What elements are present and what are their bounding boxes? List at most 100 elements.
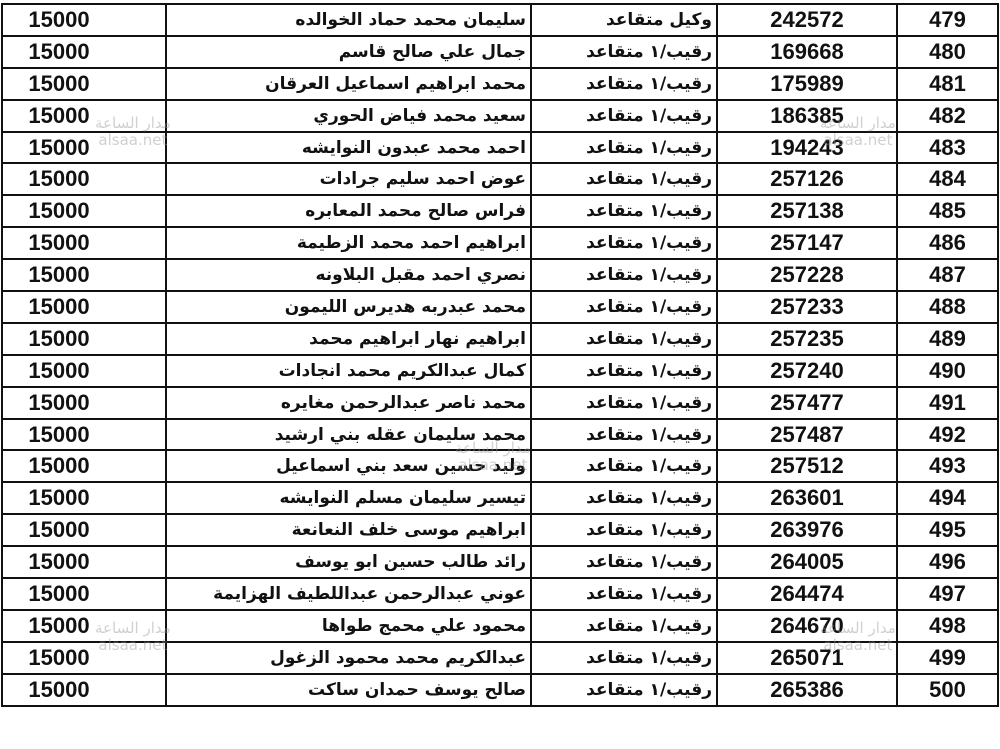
amount-cell: 15000 bbox=[1, 194, 167, 229]
rank-cell: رقيب/١ متقاعد bbox=[530, 513, 718, 548]
row-number-cell: 485 bbox=[896, 194, 999, 229]
row-number-cell: 483 bbox=[896, 130, 999, 165]
rank-cell: رقيب/١ متقاعد bbox=[530, 385, 718, 420]
full-name-cell: عوض احمد سليم جرادات bbox=[165, 162, 532, 197]
id-number-cell: 257147 bbox=[716, 226, 898, 261]
full-name-cell: تيسير سليمان مسلم النوايشه bbox=[165, 481, 532, 516]
amount-cell: 15000 bbox=[1, 449, 167, 484]
table-row: 496 264005 رقيب/١ متقاعد رائد طالب حسين ابو… bbox=[1, 545, 999, 580]
row-number-cell: 497 bbox=[896, 577, 999, 611]
full-name-cell: رائد طالب حسين ابو يوسف bbox=[165, 545, 532, 580]
full-name-cell: محمد ابراهيم اسماعيل العرقان bbox=[165, 66, 532, 101]
amount-cell: 15000 bbox=[1, 226, 167, 261]
id-number-cell: 257512 bbox=[716, 449, 898, 484]
id-number-cell: 257126 bbox=[716, 162, 898, 197]
amount-cell: 15000 bbox=[1, 258, 167, 293]
amount-cell: 15000 bbox=[1, 130, 167, 165]
id-number-cell: 257235 bbox=[716, 321, 898, 356]
rank-cell: رقيب/١ متقاعد bbox=[530, 577, 718, 611]
table-row: 480 169668 رقيب/١ متقاعد جمال علي صالح قاسم… bbox=[1, 34, 999, 69]
rank-cell: رقيب/١ متقاعد bbox=[530, 481, 718, 516]
id-number-cell: 257228 bbox=[716, 258, 898, 293]
amount-cell: 15000 bbox=[1, 481, 167, 516]
row-number-cell: 482 bbox=[896, 98, 999, 133]
table-row: 492 257487 رقيب/١ متقاعد محمد سليمان عقله ب… bbox=[1, 417, 999, 452]
row-number-cell: 496 bbox=[896, 545, 999, 580]
table-row: 489 257235 رقيب/١ متقاعد ابراهيم نهار ابراه… bbox=[1, 321, 999, 356]
table-row: 490 257240 رقيب/١ متقاعد كمال عبدالكريم محم… bbox=[1, 353, 999, 388]
rank-cell: رقيب/١ متقاعد bbox=[530, 194, 718, 229]
full-name-cell: نصري احمد مقبل البلاونه bbox=[165, 258, 532, 293]
table-row: 494 263601 رقيب/١ متقاعد تيسير سليمان مسلم … bbox=[1, 481, 999, 516]
id-number-cell: 264670 bbox=[716, 608, 898, 643]
full-name-cell: محمد عبدربه هديرس الليمون bbox=[165, 290, 532, 324]
id-number-cell: 257487 bbox=[716, 417, 898, 452]
rank-cell: رقيب/١ متقاعد bbox=[530, 290, 718, 324]
id-number-cell: 257233 bbox=[716, 290, 898, 324]
id-number-cell: 242572 bbox=[716, 3, 898, 37]
amount-cell: 15000 bbox=[1, 672, 167, 707]
table-row: 486 257147 رقيب/١ متقاعد ابراهيم احمد محمد … bbox=[1, 226, 999, 261]
full-name-cell: ابراهيم نهار ابراهيم محمد bbox=[165, 321, 532, 356]
table-row: 482 186385 رقيب/١ متقاعد سعيد محمد فياض الح… bbox=[1, 98, 999, 133]
id-number-cell: 264474 bbox=[716, 577, 898, 611]
row-number-cell: 500 bbox=[896, 672, 999, 707]
row-number-cell: 490 bbox=[896, 353, 999, 388]
amount-cell: 15000 bbox=[1, 66, 167, 101]
row-number-cell: 486 bbox=[896, 226, 999, 261]
row-number-cell: 491 bbox=[896, 385, 999, 420]
full-name-cell: محمد سليمان عقله بني ارشيد bbox=[165, 417, 532, 452]
full-name-cell: عوني عبدالرحمن عبداللطيف الهزايمة bbox=[165, 577, 532, 611]
table-row: 491 257477 رقيب/١ متقاعد محمد ناصر عبدالرحم… bbox=[1, 385, 999, 420]
table-row: 487 257228 رقيب/١ متقاعد نصري احمد مقبل الب… bbox=[1, 258, 999, 293]
rank-cell: وكيل متقاعد bbox=[530, 3, 718, 37]
id-number-cell: 263976 bbox=[716, 513, 898, 548]
rank-cell: رقيب/١ متقاعد bbox=[530, 34, 718, 69]
table-row: 498 264670 رقيب/١ متقاعد محمود علي محمج طوا… bbox=[1, 608, 999, 643]
rank-cell: رقيب/١ متقاعد bbox=[530, 162, 718, 197]
row-number-cell: 488 bbox=[896, 290, 999, 324]
id-number-cell: 175989 bbox=[716, 66, 898, 101]
amount-cell: 15000 bbox=[1, 321, 167, 356]
full-name-cell: صالح يوسف حمدان ساكت bbox=[165, 672, 532, 707]
full-name-cell: محمد ناصر عبدالرحمن مغايره bbox=[165, 385, 532, 420]
rank-cell: رقيب/١ متقاعد bbox=[530, 321, 718, 356]
full-name-cell: ابراهيم احمد محمد الزطيمة bbox=[165, 226, 532, 261]
rank-cell: رقيب/١ متقاعد bbox=[530, 353, 718, 388]
rank-cell: رقيب/١ متقاعد bbox=[530, 417, 718, 452]
table-row: 499 265071 رقيب/١ متقاعد عبدالكريم محمد محم… bbox=[1, 640, 999, 675]
id-number-cell: 186385 bbox=[716, 98, 898, 133]
row-number-cell: 481 bbox=[896, 66, 999, 101]
full-name-cell: جمال علي صالح قاسم bbox=[165, 34, 532, 69]
full-name-cell: سعيد محمد فياض الحوري bbox=[165, 98, 532, 133]
table-row: 481 175989 رقيب/١ متقاعد محمد ابراهيم اسماع… bbox=[1, 66, 999, 101]
amount-cell: 15000 bbox=[1, 385, 167, 420]
id-number-cell: 194243 bbox=[716, 130, 898, 165]
table-row: 488 257233 رقيب/١ متقاعد محمد عبدربه هديرس … bbox=[1, 290, 999, 324]
row-number-cell: 495 bbox=[896, 513, 999, 548]
row-number-cell: 499 bbox=[896, 640, 999, 675]
rank-cell: رقيب/١ متقاعد bbox=[530, 672, 718, 707]
table-row: 479 242572 وكيل متقاعد سليمان محمد حماد الخ… bbox=[1, 3, 999, 37]
amount-cell: 15000 bbox=[1, 290, 167, 324]
amount-cell: 15000 bbox=[1, 513, 167, 548]
row-number-cell: 493 bbox=[896, 449, 999, 484]
amount-cell: 15000 bbox=[1, 417, 167, 452]
id-number-cell: 263601 bbox=[716, 481, 898, 516]
table-row: 495 263976 رقيب/١ متقاعد ابراهيم موسى خلف ا… bbox=[1, 513, 999, 548]
amount-cell: 15000 bbox=[1, 34, 167, 69]
rank-cell: رقيب/١ متقاعد bbox=[530, 449, 718, 484]
row-number-cell: 489 bbox=[896, 321, 999, 356]
amount-cell: 15000 bbox=[1, 353, 167, 388]
amount-cell: 15000 bbox=[1, 98, 167, 133]
full-name-cell: ابراهيم موسى خلف النعانعة bbox=[165, 513, 532, 548]
row-number-cell: 484 bbox=[896, 162, 999, 197]
row-number-cell: 487 bbox=[896, 258, 999, 293]
row-number-cell: 480 bbox=[896, 34, 999, 69]
rank-cell: رقيب/١ متقاعد bbox=[530, 258, 718, 293]
id-number-cell: 257477 bbox=[716, 385, 898, 420]
table-row: 485 257138 رقيب/١ متقاعد فراس صالح محمد الم… bbox=[1, 194, 999, 229]
id-number-cell: 169668 bbox=[716, 34, 898, 69]
table-row: 493 257512 رقيب/١ متقاعد وليد حسين سعد بني … bbox=[1, 449, 999, 484]
row-number-cell: 479 bbox=[896, 3, 999, 37]
